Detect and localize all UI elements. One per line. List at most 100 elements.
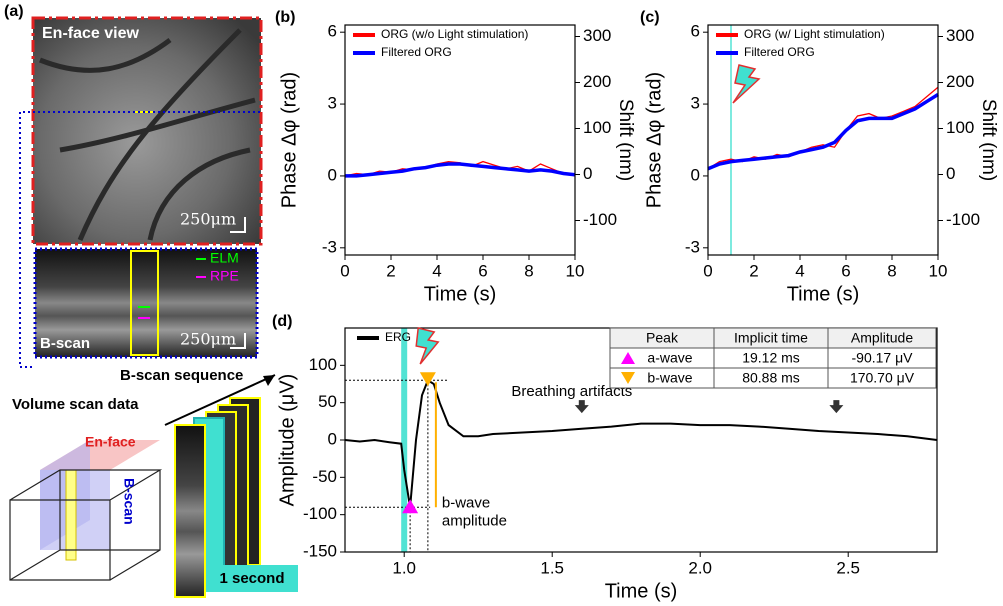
annotation: Breathing artifacts bbox=[511, 383, 632, 400]
x-label: Time (s) bbox=[424, 283, 497, 305]
bscan-roi bbox=[130, 250, 159, 356]
time-box bbox=[206, 565, 298, 592]
connector bbox=[19, 111, 35, 368]
scale-bar-label: 250μm bbox=[180, 330, 236, 349]
legend-label: Filtered ORG bbox=[381, 45, 452, 59]
y2-tick-label: 200 bbox=[946, 72, 974, 91]
y2-tick-label: 300 bbox=[946, 26, 974, 45]
y-tick-label: -100 bbox=[303, 504, 337, 523]
roi-column bbox=[65, 469, 77, 561]
sequence-title: B-scan sequence bbox=[120, 367, 243, 384]
volume-bscan-label: B-scan bbox=[121, 478, 137, 525]
scale-bar-label: 250μm bbox=[180, 210, 236, 229]
x-tick-label: 1.0 bbox=[392, 558, 416, 577]
x-tick-label: 8 bbox=[887, 261, 896, 280]
x-label: Time (s) bbox=[605, 580, 678, 602]
table-text: a-wave bbox=[647, 350, 692, 366]
series-line bbox=[345, 162, 576, 178]
x-tick-label: 2 bbox=[386, 261, 395, 280]
panel-label: (d) bbox=[272, 313, 292, 330]
plot-frame bbox=[344, 24, 576, 256]
x-tick-label: 8 bbox=[524, 261, 533, 280]
volume-cube bbox=[9, 469, 163, 581]
legend-label: Filtered ORG bbox=[744, 45, 815, 59]
y-tick-label: 3 bbox=[328, 94, 337, 113]
y-tick-label: 100 bbox=[309, 355, 337, 374]
table-text: b-wave bbox=[647, 370, 692, 386]
y-label: Phase Δφ (rad) bbox=[278, 72, 300, 208]
y-tick-label: 0 bbox=[328, 165, 337, 184]
bscan-image bbox=[33, 247, 259, 359]
artifact-arrow bbox=[574, 400, 589, 414]
table-text: 19.12 ms bbox=[742, 350, 800, 366]
y2-tick-label: -100 bbox=[583, 210, 617, 229]
series-line bbox=[707, 93, 939, 171]
stimulus-icon bbox=[415, 327, 440, 365]
y-label: Amplitude (μV) bbox=[276, 374, 298, 507]
x-tick-label: 0 bbox=[703, 261, 712, 280]
enface-title: En-face view bbox=[42, 25, 139, 42]
annotation: amplitude bbox=[442, 513, 507, 530]
table-text: 170.70 μV bbox=[850, 370, 915, 386]
y-tick-label: 0 bbox=[328, 429, 337, 448]
y-tick-label: 6 bbox=[328, 22, 337, 41]
y-tick-label: -150 bbox=[303, 541, 337, 560]
y-tick-label: 50 bbox=[318, 392, 337, 411]
x-tick-label: 2.0 bbox=[688, 558, 712, 577]
x-label: Time (s) bbox=[787, 283, 860, 305]
y2-tick-label: 200 bbox=[583, 72, 611, 91]
legend-label: ORG (w/ Light stimulation) bbox=[744, 27, 885, 41]
x-tick-label: 1.5 bbox=[540, 558, 564, 577]
series-line bbox=[344, 378, 938, 508]
y2-label: Shift (nm) bbox=[978, 99, 999, 181]
y2-tick-label: 300 bbox=[583, 26, 611, 45]
x-tick-label: 2 bbox=[749, 261, 758, 280]
x-tick-label: 10 bbox=[566, 261, 585, 280]
sequence-arrow bbox=[164, 374, 276, 426]
stimulus-icon bbox=[732, 64, 761, 104]
x-tick-label: 6 bbox=[478, 261, 487, 280]
table-cell bbox=[827, 367, 937, 389]
x-tick-label: 0 bbox=[340, 261, 349, 280]
y-tick-label: 3 bbox=[691, 94, 700, 113]
panel-label: (a) bbox=[4, 3, 24, 20]
series-line bbox=[707, 86, 939, 170]
y-tick-label: -3 bbox=[322, 237, 337, 256]
vessels bbox=[39, 28, 256, 241]
layer-label: RPE bbox=[210, 268, 239, 284]
volume-title: Volume scan data bbox=[12, 396, 139, 413]
table-marker bbox=[621, 372, 635, 384]
arrowhead bbox=[263, 375, 275, 386]
y-label: Phase Δφ (rad) bbox=[643, 72, 665, 208]
y-tick-label: 6 bbox=[691, 22, 700, 41]
table-text: Peak bbox=[646, 330, 679, 346]
table-text: Amplitude bbox=[851, 330, 913, 346]
legend-label: ERG bbox=[385, 330, 411, 344]
plot-frame bbox=[707, 24, 939, 256]
x-tick-label: 4 bbox=[795, 261, 804, 280]
y-tick-label: -50 bbox=[312, 467, 337, 486]
b-wave-marker bbox=[419, 372, 436, 387]
y2-tick-label: 0 bbox=[946, 164, 955, 183]
volume-enface-label: En-face bbox=[85, 434, 136, 450]
bscan-frame bbox=[174, 424, 206, 598]
panel-label: (b) bbox=[275, 9, 295, 26]
x-tick-label: 2.5 bbox=[836, 558, 860, 577]
sequence-time: 1 second bbox=[219, 570, 284, 587]
y-tick-label: -3 bbox=[685, 237, 700, 256]
table-text: -90.17 μV bbox=[852, 350, 914, 366]
y-tick-label: 0 bbox=[691, 165, 700, 184]
bscan-title: B-scan bbox=[40, 335, 90, 352]
x-tick-label: 10 bbox=[929, 261, 948, 280]
a-wave-marker bbox=[402, 499, 419, 514]
table-text: 80.88 ms bbox=[742, 370, 800, 386]
panel-label: (c) bbox=[640, 9, 660, 26]
artifact-arrow bbox=[829, 400, 844, 414]
annotation: b-wave bbox=[442, 495, 490, 512]
y2-tick-label: 100 bbox=[583, 118, 611, 137]
y2-tick-label: 0 bbox=[583, 164, 592, 183]
x-tick-label: 6 bbox=[841, 261, 850, 280]
y2-label: Shift (nm) bbox=[615, 99, 636, 181]
x-tick-label: 4 bbox=[432, 261, 441, 280]
